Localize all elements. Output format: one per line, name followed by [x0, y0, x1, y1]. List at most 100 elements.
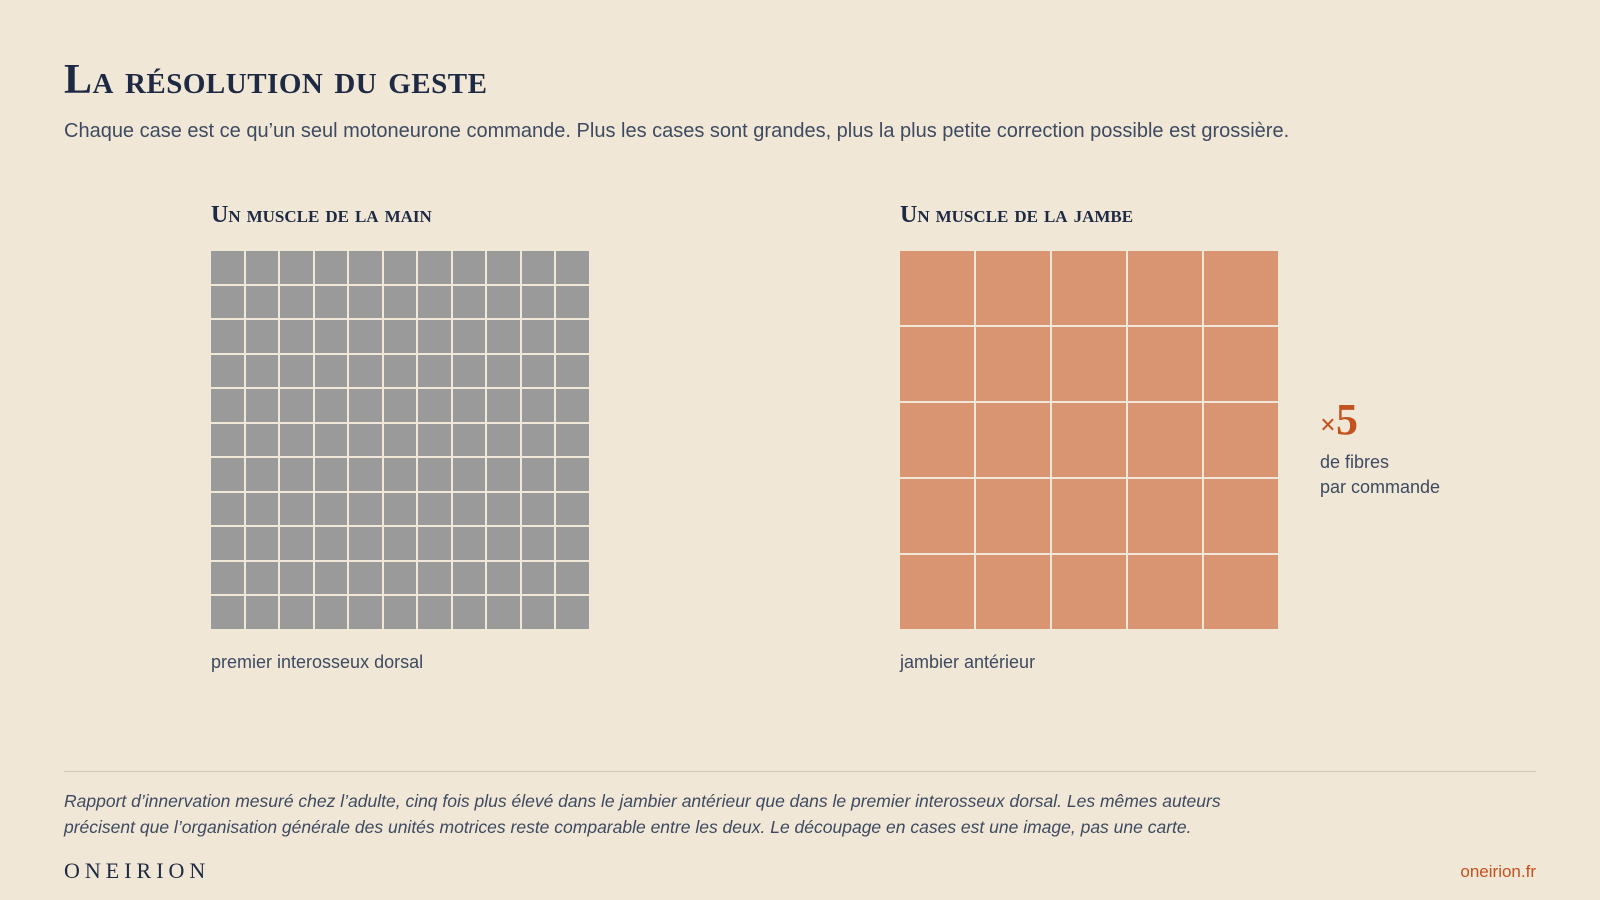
hand-grid-cell [418, 492, 451, 526]
hand-grid-cell [556, 320, 589, 353]
hand-grid-cell [487, 492, 520, 526]
hand-grid-cell [556, 389, 589, 422]
hand-grid-cell [211, 561, 244, 595]
leg-grid-cell [1052, 403, 1126, 477]
hand-grid-cell [383, 458, 417, 491]
hand-grid-cell [211, 596, 244, 629]
leg-grid-cell [900, 403, 974, 477]
ratio-multiply-sign: × [1320, 410, 1336, 441]
hand-grid-cell [349, 285, 382, 319]
hand-grid-cell [245, 389, 279, 422]
leg-grid-cell [976, 555, 1050, 629]
ratio-label-line-2: par commande [1320, 477, 1441, 497]
leg-grid-cell [900, 251, 974, 325]
hand-grid-cell [521, 492, 555, 526]
leg-grid-cell [1204, 403, 1278, 477]
leg-grid-cell [976, 479, 1050, 553]
leg-grid-cell [900, 479, 974, 553]
hand-grid-cell [418, 285, 451, 319]
leg-grid-cell [976, 251, 1050, 325]
hand-grid-cell [487, 251, 520, 284]
hand-grid-cell [418, 458, 451, 491]
hand-grid-cell [452, 492, 486, 526]
hand-grid-cell [280, 354, 313, 388]
footer-divider [64, 771, 1536, 772]
hand-grid-cell [418, 389, 451, 422]
hand-grid-cell [452, 389, 486, 422]
hand-grid-cell [211, 423, 244, 457]
leg-grid-cell [1052, 479, 1126, 553]
hand-grid-cell [556, 561, 589, 595]
hand-grid-cell [314, 458, 348, 491]
hand-grid-cell [452, 561, 486, 595]
hand-grid-cell [280, 458, 313, 491]
leg-grid-cell [1204, 327, 1278, 401]
page-subtitle: Chaque case est ce qu’un seul motoneuron… [64, 120, 1290, 142]
hand-grid-cell [556, 423, 589, 457]
hand-grid-cell [452, 354, 486, 388]
hand-grid-cell [556, 285, 589, 319]
leg-grid-cell [1204, 479, 1278, 553]
hand-grid-cell [487, 561, 520, 595]
hand-grid-cell [383, 596, 417, 629]
hand-grid-cell [556, 354, 589, 388]
hand-grid-cell [211, 527, 244, 560]
hand-grid-cell [556, 596, 589, 629]
hand-grid-cell [280, 251, 313, 284]
hand-grid-cell [418, 354, 451, 388]
hand-grid-cell [487, 527, 520, 560]
hand-grid-cell [211, 492, 244, 526]
hand-grid-cell [452, 527, 486, 560]
hand-grid-cell [245, 320, 279, 353]
leg-grid-cell [1128, 479, 1202, 553]
hand-grid-cell [521, 251, 555, 284]
hand-panel-title: Un muscle de la main [211, 202, 432, 228]
hand-grid-cell [521, 527, 555, 560]
leg-grid-cell [1204, 555, 1278, 629]
brand-wordmark: ONEIRION [64, 858, 211, 883]
hand-muscle-caption: premier interosseux dorsal [211, 652, 424, 672]
hand-grid-cell [452, 423, 486, 457]
leg-grid-cell [1128, 403, 1202, 477]
hand-grid-cell [314, 354, 348, 388]
hand-grid-cell [521, 285, 555, 319]
site-link[interactable]: oneirion.fr [1460, 862, 1536, 881]
leg-grid-cell [1128, 555, 1202, 629]
hand-grid-cell [280, 320, 313, 353]
hand-motor-unit-grid [211, 251, 589, 629]
leg-grid-cell [976, 403, 1050, 477]
hand-grid-cell [211, 458, 244, 491]
hand-grid-cell [349, 527, 382, 560]
hand-grid-cell [556, 251, 589, 284]
hand-grid-cell [314, 389, 348, 422]
hand-grid-cell [245, 596, 279, 629]
ratio-value: 5 [1335, 395, 1358, 444]
hand-grid-cell [280, 389, 313, 422]
hand-grid-cell [487, 320, 520, 353]
hand-grid-cell [211, 389, 244, 422]
hand-grid-cell [418, 423, 451, 457]
hand-grid-cell [349, 423, 382, 457]
hand-grid-cell [349, 492, 382, 526]
hand-grid-cell [245, 458, 279, 491]
hand-grid-cell [521, 354, 555, 388]
hand-grid-cell [556, 458, 589, 491]
hand-grid-cell [349, 596, 382, 629]
footnote: Rapport d’innervation mesuré chez l’adul… [64, 791, 1221, 837]
hand-grid-cell [349, 354, 382, 388]
hand-grid-cell [280, 285, 313, 319]
ratio-label: de fibres par commande [1320, 450, 1490, 500]
hand-grid-cell [280, 596, 313, 629]
hand-grid-cell [521, 389, 555, 422]
hand-grid-cell [452, 596, 486, 629]
leg-grid-cell [1128, 251, 1202, 325]
hand-grid-cell [280, 423, 313, 457]
hand-grid-cell [487, 458, 520, 491]
ratio-label-line-1: de fibres [1320, 452, 1390, 472]
leg-muscle-caption: jambier antérieur [900, 652, 1036, 672]
hand-grid-cell [487, 389, 520, 422]
hand-grid-cell [314, 423, 348, 457]
hand-grid-cell [521, 561, 555, 595]
leg-grid-cell [1052, 555, 1126, 629]
hand-grid-cell [487, 354, 520, 388]
